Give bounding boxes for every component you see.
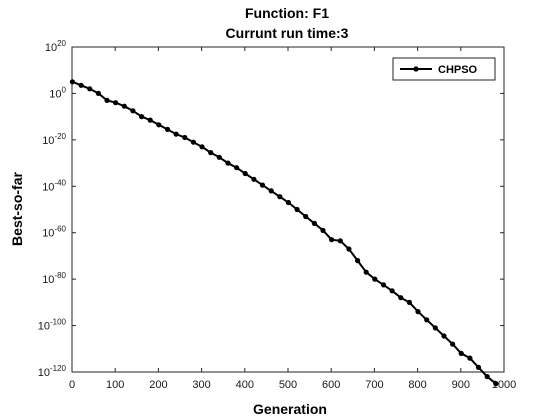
y-tick-base: 10 xyxy=(42,274,54,286)
data-point xyxy=(190,139,196,145)
data-point xyxy=(156,122,162,128)
data-point xyxy=(398,295,404,301)
data-point xyxy=(363,269,369,275)
data-point xyxy=(450,341,456,347)
data-point xyxy=(242,170,248,177)
data-point xyxy=(329,237,335,243)
y-tick-base: 10 xyxy=(38,367,50,379)
data-point xyxy=(234,165,240,171)
x-tick-label: 500 xyxy=(279,379,297,391)
data-point xyxy=(389,288,395,294)
data-point xyxy=(493,381,499,387)
y-tick-exponent: -120 xyxy=(50,364,67,373)
y-tick-base: 10 xyxy=(38,321,50,333)
y-tick-base: 10 xyxy=(42,181,54,193)
data-point xyxy=(458,350,464,356)
y-tick-label: 10-80 xyxy=(42,271,66,286)
x-axis-ticks: 0 100 200 300 400 500 600 700 800 900 1000 xyxy=(69,47,516,391)
y-tick-exponent: -40 xyxy=(54,178,66,187)
x-tick-label: 700 xyxy=(365,379,383,391)
y-tick-exponent: -60 xyxy=(54,225,66,234)
data-point xyxy=(475,364,482,370)
data-point xyxy=(208,150,214,156)
data-point xyxy=(424,317,430,323)
data-point xyxy=(441,333,447,339)
data-point xyxy=(78,82,84,88)
legend-label: CHPSO xyxy=(438,64,478,76)
x-tick-label: 1000 xyxy=(492,379,516,391)
y-tick-base: 10 xyxy=(49,88,61,100)
data-point xyxy=(355,258,361,264)
chart-subtitle: Currunt run time:3 xyxy=(226,25,349,41)
x-tick-label: 600 xyxy=(322,379,340,391)
y-tick-exponent: -80 xyxy=(54,271,66,280)
y-tick-exponent: 0 xyxy=(62,85,67,94)
data-point xyxy=(225,160,231,166)
x-tick-label: 100 xyxy=(106,379,124,391)
data-point xyxy=(199,144,205,150)
x-tick-label: 400 xyxy=(236,379,254,391)
data-point xyxy=(259,182,266,188)
data-point xyxy=(130,108,136,114)
y-tick-label: 10-120 xyxy=(38,364,67,379)
data-point xyxy=(216,154,222,160)
data-point xyxy=(95,90,101,96)
data-point xyxy=(406,299,412,305)
y-tick-base: 10 xyxy=(42,228,54,240)
data-point xyxy=(303,213,309,220)
data-point xyxy=(182,134,188,141)
legend-marker xyxy=(413,66,419,72)
data-point xyxy=(277,194,283,200)
data-point xyxy=(294,206,300,213)
series-layer xyxy=(69,79,499,387)
data-point xyxy=(173,131,179,137)
plot-area xyxy=(71,46,505,373)
data-point xyxy=(87,86,93,92)
data-point xyxy=(113,100,119,106)
y-tick-label: 10-100 xyxy=(38,318,67,333)
data-point xyxy=(121,103,127,109)
data-point xyxy=(285,199,291,206)
y-tick-exponent: 20 xyxy=(57,39,66,48)
data-point xyxy=(251,176,257,182)
chart-title: Function: F1 xyxy=(245,5,329,21)
y-tick-label: 1020 xyxy=(45,39,67,54)
y-tick-base: 10 xyxy=(45,42,57,54)
y-tick-label: 10-40 xyxy=(42,178,66,193)
data-point xyxy=(467,355,473,361)
x-tick-label: 800 xyxy=(408,379,426,391)
legend-box xyxy=(392,57,496,81)
data-point xyxy=(164,126,171,132)
data-point xyxy=(139,114,145,120)
y-tick-label: 10-20 xyxy=(42,132,66,147)
data-point xyxy=(337,238,343,244)
data-point xyxy=(311,220,317,226)
y-tick-base: 10 xyxy=(42,135,54,147)
data-point xyxy=(69,79,75,85)
x-tick-label: 300 xyxy=(192,379,210,391)
y-tick-exponent: -20 xyxy=(54,132,66,141)
x-tick-label: 0 xyxy=(69,379,75,391)
data-point xyxy=(147,117,153,123)
data-point xyxy=(268,188,274,194)
data-point xyxy=(484,374,490,380)
data-point xyxy=(380,282,387,288)
y-tick-exponent: -100 xyxy=(50,318,67,327)
data-point xyxy=(432,325,438,331)
data-point xyxy=(320,227,326,233)
x-axis-label: Generation xyxy=(253,401,327,417)
legend: CHPSO xyxy=(392,57,496,81)
y-axis-label: Best-so-far xyxy=(9,171,25,245)
data-point xyxy=(372,276,378,282)
x-tick-label: 200 xyxy=(149,379,167,391)
data-point xyxy=(104,97,110,103)
data-point xyxy=(346,246,352,252)
data-point xyxy=(415,309,421,315)
x-tick-label: 900 xyxy=(452,379,470,391)
y-tick-label: 10-60 xyxy=(42,225,66,240)
y-tick-label: 100 xyxy=(49,85,66,100)
